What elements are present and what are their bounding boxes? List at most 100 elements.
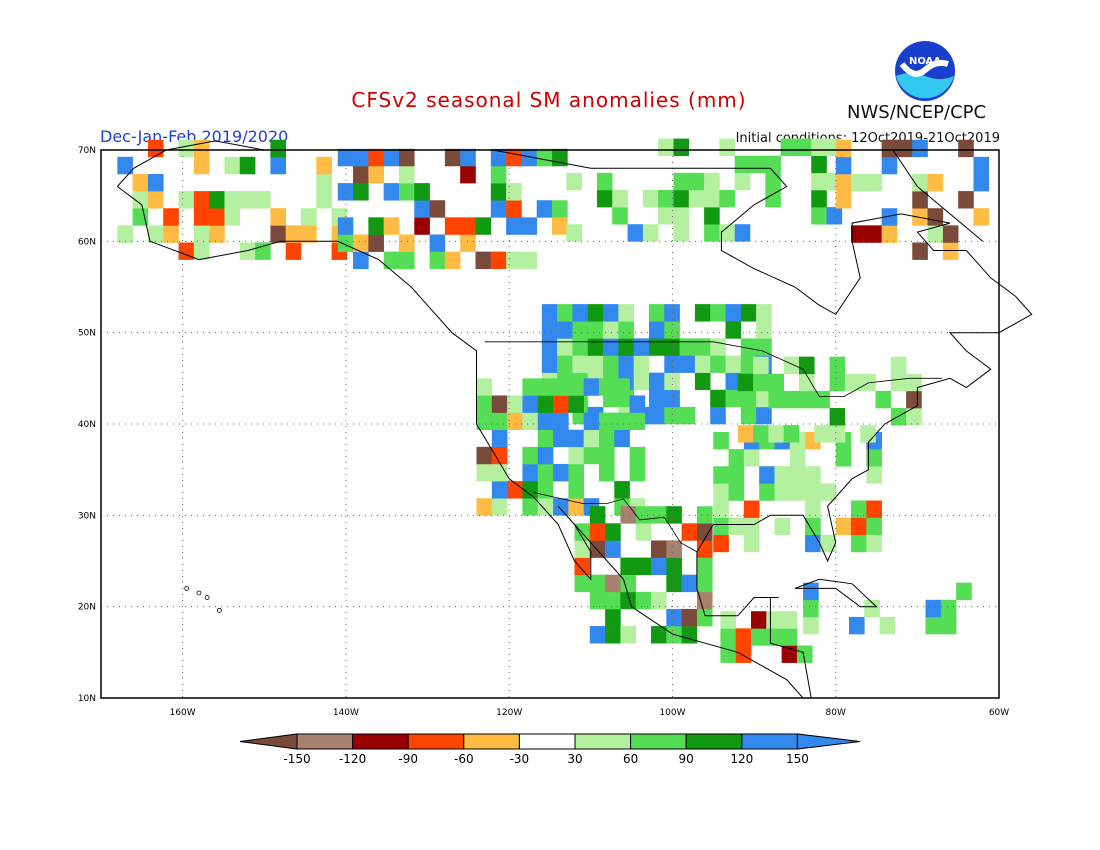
anomaly-cell xyxy=(605,523,621,541)
anomaly-cell xyxy=(866,449,882,467)
anomaly-cell xyxy=(890,373,907,392)
anomaly-cell xyxy=(768,425,784,443)
anomaly-cell xyxy=(552,200,568,218)
anomaly-cell xyxy=(620,506,637,524)
anomaly-cell xyxy=(618,338,634,356)
anomaly-cell xyxy=(614,412,630,431)
anomaly-cell xyxy=(740,406,757,425)
anomaly-cell xyxy=(740,304,757,322)
anomaly-cell xyxy=(912,173,928,192)
anomaly-cell xyxy=(537,463,554,482)
anomaly-cell xyxy=(805,483,821,501)
anomaly-cell xyxy=(414,183,430,201)
anomaly-cell xyxy=(618,321,634,339)
latitude-label: 40N xyxy=(78,420,96,430)
anomaly-cell xyxy=(768,373,784,392)
anomaly-cell xyxy=(629,412,646,431)
anomaly-cell xyxy=(353,183,369,201)
anomaly-cell xyxy=(353,251,369,270)
anomaly-cell xyxy=(803,582,819,601)
anomaly-cell xyxy=(553,498,569,516)
anomaly-cell xyxy=(829,425,846,443)
legend-label: 30 xyxy=(567,752,582,766)
anomaly-cell xyxy=(132,208,149,226)
anomaly-cell xyxy=(734,155,751,174)
anomaly-cell xyxy=(239,242,256,260)
legend-swatch xyxy=(518,733,576,750)
anomaly-cell xyxy=(589,506,606,524)
anomaly-cell xyxy=(589,574,606,593)
anomaly-cell xyxy=(605,591,621,610)
anomaly-cell xyxy=(725,355,742,373)
anomaly-cell xyxy=(673,224,690,242)
anomaly-cell xyxy=(163,225,179,243)
anomaly-cell xyxy=(694,338,711,356)
anomaly-cell xyxy=(522,378,539,396)
longitude-label: 60W xyxy=(989,708,1009,718)
anomaly-cell xyxy=(568,446,584,465)
anomaly-cell xyxy=(572,338,589,356)
anomaly-cell xyxy=(587,338,604,356)
svg-text:NOAA: NOAA xyxy=(909,56,941,67)
anomaly-cell xyxy=(696,591,713,610)
axis-labels: 70N 60N 50N 40N 30N 20N 10N 160W 140W 120W 100W 80W… xyxy=(78,146,1009,718)
anomaly-cell xyxy=(710,406,726,425)
anomaly-cell xyxy=(881,156,898,175)
anomaly-cell xyxy=(598,429,615,448)
anomaly-cell xyxy=(635,591,652,610)
anomaly-cell xyxy=(587,304,604,322)
anomaly-cell xyxy=(851,500,867,518)
anomaly-cell xyxy=(429,251,446,270)
anomaly-cell xyxy=(720,628,737,646)
anomaly-cell xyxy=(522,395,539,413)
anomaly-cell xyxy=(383,251,400,270)
anomaly-cell xyxy=(583,429,600,448)
anomaly-cell xyxy=(536,148,553,167)
anomaly-cell xyxy=(620,574,637,593)
anomaly-cell xyxy=(476,463,493,482)
longitude-label: 120W xyxy=(496,708,522,718)
anomaly-cell xyxy=(759,483,775,501)
anomaly-cell xyxy=(851,173,867,192)
anomaly-cell xyxy=(541,338,558,356)
anomaly-cell xyxy=(583,446,600,465)
anomaly-cell xyxy=(774,517,791,536)
anomaly-cell xyxy=(740,338,757,356)
anomaly-cell xyxy=(848,616,865,635)
anomaly-cell xyxy=(805,534,821,553)
anomaly-cell xyxy=(866,225,882,243)
anomaly-cell xyxy=(537,412,554,431)
anomaly-cell xyxy=(906,408,922,426)
anomaly-cell xyxy=(398,148,415,167)
legend-swatch xyxy=(630,733,687,750)
anomaly-cell xyxy=(541,304,558,322)
anomaly-cell xyxy=(881,208,898,226)
anomaly-cell xyxy=(553,463,569,482)
anomaly-cell xyxy=(811,138,827,157)
anomaly-cell xyxy=(147,139,164,158)
anomaly-cell xyxy=(353,165,369,184)
anomaly-cell xyxy=(193,225,210,243)
anomaly-cell xyxy=(587,321,604,339)
anomaly-cell xyxy=(694,372,711,391)
anomaly-cell xyxy=(557,304,573,322)
anomaly-cell xyxy=(925,616,942,635)
anomaly-cell xyxy=(673,207,690,225)
anomaly-cell xyxy=(337,183,354,201)
anomaly-cell xyxy=(368,148,384,167)
anomaly-cell xyxy=(710,389,726,408)
anomaly-cell xyxy=(270,225,287,243)
anomaly-cell xyxy=(209,225,225,243)
anomaly-cell xyxy=(783,390,800,409)
anomaly-cell xyxy=(756,389,772,408)
anomaly-cell xyxy=(476,395,493,413)
anomaly-cell xyxy=(583,378,600,396)
anomaly-cell xyxy=(696,608,713,627)
anomaly-cell xyxy=(737,425,754,443)
anomaly-cell xyxy=(553,395,569,413)
anomaly-cell xyxy=(368,234,384,252)
anomaly-cell xyxy=(664,372,680,391)
anomaly-cell xyxy=(598,412,615,431)
anomaly-cell xyxy=(796,645,813,663)
anomaly-cell xyxy=(694,355,711,373)
